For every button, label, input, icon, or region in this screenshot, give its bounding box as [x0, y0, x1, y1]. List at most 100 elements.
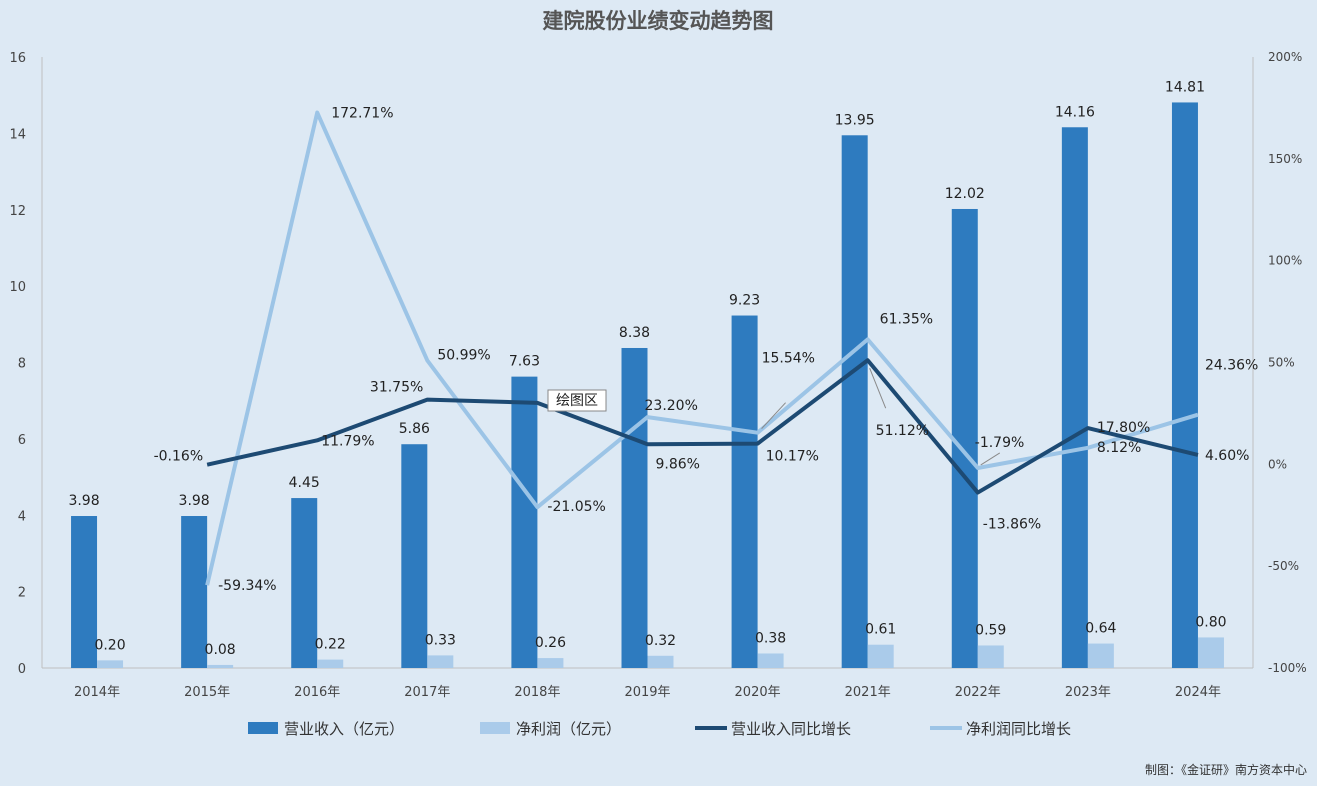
legend-label: 净利润同比增长 [966, 720, 1071, 738]
y-right-tick-label: 50% [1268, 356, 1295, 370]
legend: 营业收入（亿元） 净利润（亿元） 营业收入同比增长 净利润同比增长 [248, 720, 1071, 738]
profit-growth-label: 50.99% [437, 347, 490, 363]
x-tick-label: 2023年 [1065, 685, 1111, 700]
x-tick-label: 2014年 [74, 685, 120, 700]
revenue-growth-label: -13.86% [983, 517, 1041, 533]
y-left-tick-label: 14 [9, 127, 26, 142]
profit-growth-label: -21.05% [547, 499, 605, 515]
revenue-bar-label: 12.02 [945, 186, 985, 202]
x-tick-label: 2024年 [1175, 685, 1221, 700]
revenue-growth-label: 11.79% [321, 433, 374, 449]
profit-bar [757, 653, 784, 668]
right-axis-ticks: -100% -50% 0% 50% 100% 150% 200% [1268, 50, 1307, 675]
credit-text: 制图：《金证研》南方资本中心 [1145, 762, 1307, 777]
revenue-bar [621, 347, 648, 668]
profit-growth-line [205, 110, 1199, 586]
y-left-tick-label: 4 [18, 509, 26, 524]
x-tick-label: 2021年 [845, 685, 891, 700]
x-axis-ticks: 2014年 2015年 2016年 2017年 2018年 2019年 2020年 2021年… [74, 685, 1221, 700]
leader-line [761, 402, 786, 430]
plot-area-annotation: 绘图区 [547, 389, 607, 412]
profit-bar-label: 0.80 [1195, 614, 1226, 630]
profit-bar-label: 0.22 [315, 637, 346, 653]
legend-label: 营业收入（亿元） [284, 720, 404, 738]
revenue-bar-label: 9.23 [729, 293, 760, 309]
revenue-bar [1171, 102, 1198, 669]
revenue-growth-label: -0.16% [154, 449, 204, 465]
profit-bar-label: 0.64 [1085, 621, 1116, 637]
profit-bar-label: 0.38 [755, 630, 786, 646]
revenue-bar-label: 14.16 [1055, 104, 1095, 120]
revenue-bar [951, 208, 978, 668]
x-tick-label: 2016年 [294, 685, 340, 700]
annotation-text: 绘图区 [556, 393, 598, 409]
profit-growth-label: 23.20% [645, 398, 698, 414]
profit-bar [1197, 637, 1224, 668]
y-right-tick-label: 200% [1268, 50, 1302, 64]
profit-bar-label: 0.08 [205, 642, 236, 658]
profit-bar [647, 655, 674, 668]
leader-line [869, 368, 887, 409]
annotation-box [547, 389, 607, 412]
revenue-growth-line [206, 358, 1199, 495]
y-left-tick-label: 8 [18, 357, 26, 372]
profit-bar [867, 644, 894, 668]
y-left-tick-label: 2 [18, 586, 26, 601]
y-left-tick-label: 6 [18, 433, 26, 448]
revenue-bar-label: 8.38 [619, 325, 650, 341]
revenue-bar [731, 315, 758, 668]
legend-swatch-profit [480, 722, 510, 734]
revenue-growth-label: 31.75% [370, 380, 423, 396]
y-left-tick-label: 16 [9, 51, 26, 66]
y-right-tick-label: 150% [1268, 152, 1302, 166]
x-tick-label: 2017年 [404, 685, 450, 700]
profit-bar-label: 0.33 [425, 632, 456, 648]
profit-growth-label: -1.79% [975, 435, 1025, 451]
profit-growth-label: 8.12% [1097, 440, 1141, 456]
profit-growth-label: 172.71% [331, 106, 393, 122]
profit-bar [1087, 643, 1114, 668]
revenue-bar [71, 516, 98, 668]
leader-line [980, 452, 1001, 466]
revenue-growth-label: 51.12% [876, 423, 929, 439]
y-right-tick-label: -50% [1268, 559, 1299, 573]
y-right-tick-label: -100% [1268, 661, 1307, 675]
profit-bar-label: 0.26 [535, 635, 566, 651]
y-left-tick-label: 10 [9, 280, 26, 295]
profit-bar [317, 659, 344, 668]
profit-growth-label: -59.34% [218, 578, 276, 594]
y-left-tick-label: 12 [9, 204, 26, 219]
revenue-bar [401, 444, 428, 668]
line-series-group [205, 110, 1199, 586]
revenue-bar-label: 7.63 [509, 354, 540, 370]
revenue-growth-label: 17.80% [1097, 420, 1150, 436]
revenue-bar [291, 498, 318, 668]
legend-swatch-revenue [248, 722, 278, 734]
revenue-bar [841, 135, 868, 669]
y-left-tick-label: 0 [18, 662, 26, 677]
profit-bar [207, 664, 234, 668]
revenue-bar-label: 13.95 [835, 112, 875, 128]
profit-bar [977, 645, 1004, 668]
left-axis-ticks: 0 2 4 6 8 10 12 14 16 [9, 51, 26, 677]
x-tick-label: 2015年 [184, 685, 230, 700]
revenue-bar-label: 3.98 [179, 493, 210, 509]
chart-title: 建院股份业绩变动趋势图 [543, 8, 774, 33]
y-right-tick-label: 0% [1268, 457, 1287, 471]
x-tick-label: 2019年 [624, 685, 670, 700]
revenue-growth-label: 10.17% [766, 449, 819, 465]
profit-bar [537, 658, 564, 668]
x-tick-label: 2018年 [514, 685, 560, 700]
revenue-bar-label: 5.86 [399, 421, 430, 437]
x-tick-label: 2020年 [735, 685, 781, 700]
revenue-bar-label: 14.81 [1165, 79, 1205, 95]
profit-bar-label: 0.20 [94, 637, 125, 653]
profit-bar-label: 0.59 [975, 622, 1006, 638]
profit-bar [427, 655, 454, 668]
revenue-growth-label: 9.86% [656, 456, 700, 472]
revenue-bar-label: 3.98 [68, 493, 99, 509]
profit-bar-label: 0.61 [865, 622, 896, 638]
revenue-bar [181, 516, 208, 668]
